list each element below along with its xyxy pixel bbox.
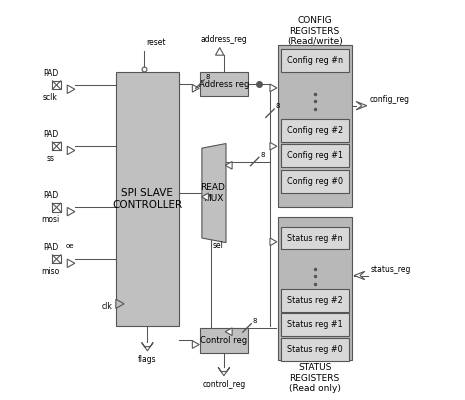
Bar: [281, 119, 349, 142]
Text: PAD: PAD: [43, 243, 58, 252]
Polygon shape: [270, 238, 277, 246]
Text: READ
MUX: READ MUX: [200, 183, 226, 203]
Text: 8: 8: [260, 152, 265, 158]
Polygon shape: [354, 271, 365, 280]
Text: status_reg: status_reg: [371, 264, 411, 274]
Polygon shape: [202, 144, 226, 243]
Text: mosi: mosi: [41, 216, 60, 224]
Bar: [278, 217, 352, 360]
Bar: [281, 289, 349, 312]
Bar: [281, 170, 349, 192]
Text: Config reg #2: Config reg #2: [287, 126, 343, 135]
Bar: [116, 72, 179, 326]
Bar: [53, 81, 61, 89]
Text: Status reg #n: Status reg #n: [287, 234, 343, 242]
Polygon shape: [356, 102, 367, 110]
Text: Config reg #1: Config reg #1: [287, 151, 343, 160]
Text: STATUS
REGISTERS
(Read only): STATUS REGISTERS (Read only): [289, 363, 341, 393]
Polygon shape: [215, 48, 224, 55]
Polygon shape: [67, 259, 75, 268]
Bar: [278, 45, 352, 208]
Bar: [200, 72, 248, 96]
Polygon shape: [225, 328, 232, 336]
Text: control_reg: control_reg: [202, 380, 246, 388]
Bar: [53, 255, 61, 263]
Text: 8: 8: [252, 318, 257, 324]
Polygon shape: [201, 193, 208, 201]
Polygon shape: [193, 341, 199, 348]
Text: clk: clk: [101, 302, 112, 311]
Text: flags: flags: [138, 355, 157, 364]
Bar: [281, 49, 349, 72]
Text: CONFIG
REGISTERS
(Read/write): CONFIG REGISTERS (Read/write): [287, 16, 343, 46]
Text: PAD: PAD: [43, 130, 58, 139]
Polygon shape: [193, 84, 199, 92]
Polygon shape: [270, 84, 277, 92]
Text: PAD: PAD: [43, 69, 58, 78]
Bar: [53, 203, 61, 212]
Bar: [281, 313, 349, 336]
Text: oe: oe: [66, 243, 74, 249]
Text: miso: miso: [41, 267, 60, 276]
Polygon shape: [270, 142, 277, 150]
Text: 8: 8: [206, 74, 210, 80]
Text: Config reg #n: Config reg #n: [287, 56, 343, 65]
Polygon shape: [218, 367, 230, 376]
Text: sel: sel: [213, 241, 224, 250]
Text: Status reg #2: Status reg #2: [287, 296, 343, 305]
Text: SPI SLAVE
CONTROLLER: SPI SLAVE CONTROLLER: [113, 188, 182, 210]
Bar: [281, 338, 349, 361]
Text: Status reg #0: Status reg #0: [287, 345, 343, 354]
Text: address_reg: address_reg: [200, 35, 247, 44]
Text: PAD: PAD: [43, 191, 58, 200]
Text: Control reg: Control reg: [200, 336, 247, 345]
Polygon shape: [225, 162, 232, 169]
Text: 8: 8: [275, 103, 280, 109]
Text: Config reg #0: Config reg #0: [287, 176, 343, 186]
Bar: [281, 144, 349, 167]
Polygon shape: [67, 146, 75, 155]
Polygon shape: [67, 208, 75, 216]
Text: Address reg: Address reg: [199, 80, 249, 88]
Bar: [200, 328, 248, 353]
Bar: [281, 226, 349, 250]
Polygon shape: [116, 299, 124, 308]
Text: config_reg: config_reg: [369, 95, 410, 104]
Polygon shape: [142, 342, 153, 351]
Text: sclk: sclk: [43, 93, 58, 102]
Text: Status reg #1: Status reg #1: [287, 320, 343, 329]
Polygon shape: [67, 85, 75, 94]
Bar: [53, 142, 61, 150]
Text: ss: ss: [46, 154, 54, 163]
Text: reset: reset: [146, 38, 166, 47]
